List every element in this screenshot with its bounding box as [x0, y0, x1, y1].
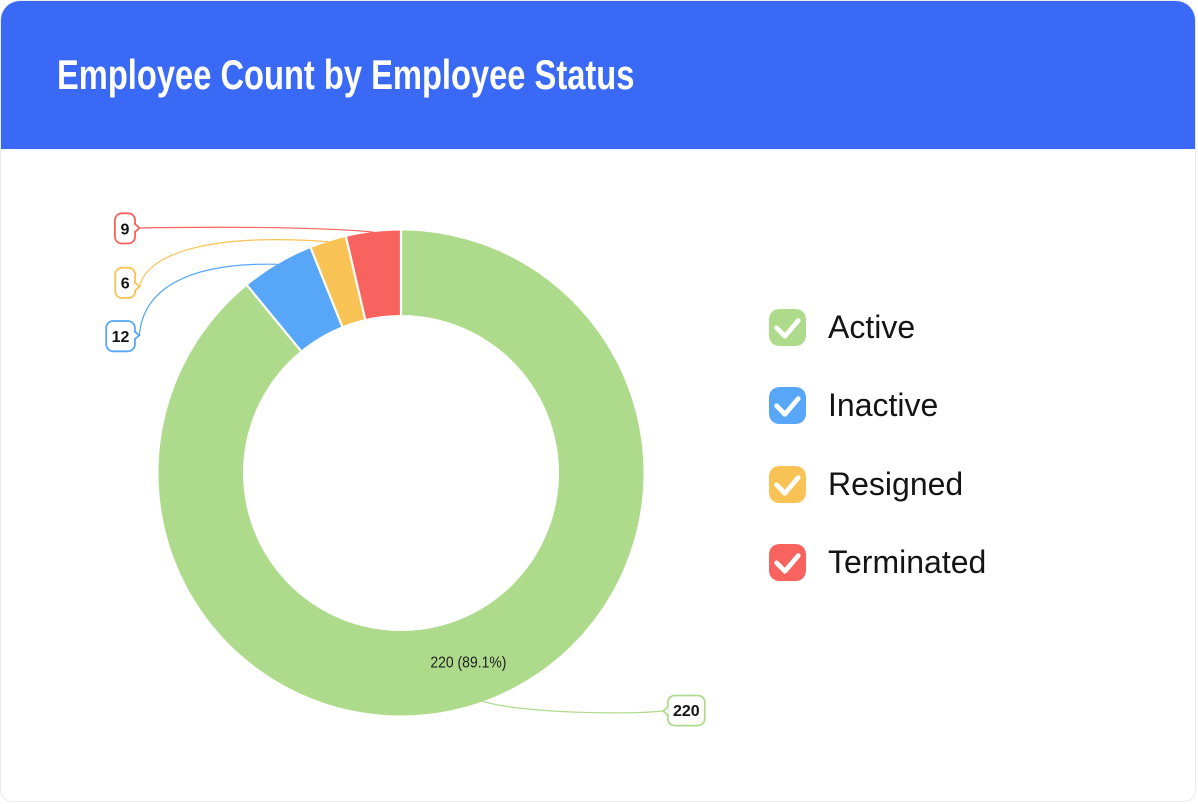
svg-text:220 (89.1%): 220 (89.1%): [430, 655, 506, 672]
svg-text:6: 6: [121, 276, 130, 293]
svg-text:12: 12: [112, 329, 130, 346]
svg-text:9: 9: [121, 221, 130, 238]
svg-text:220: 220: [673, 703, 700, 720]
